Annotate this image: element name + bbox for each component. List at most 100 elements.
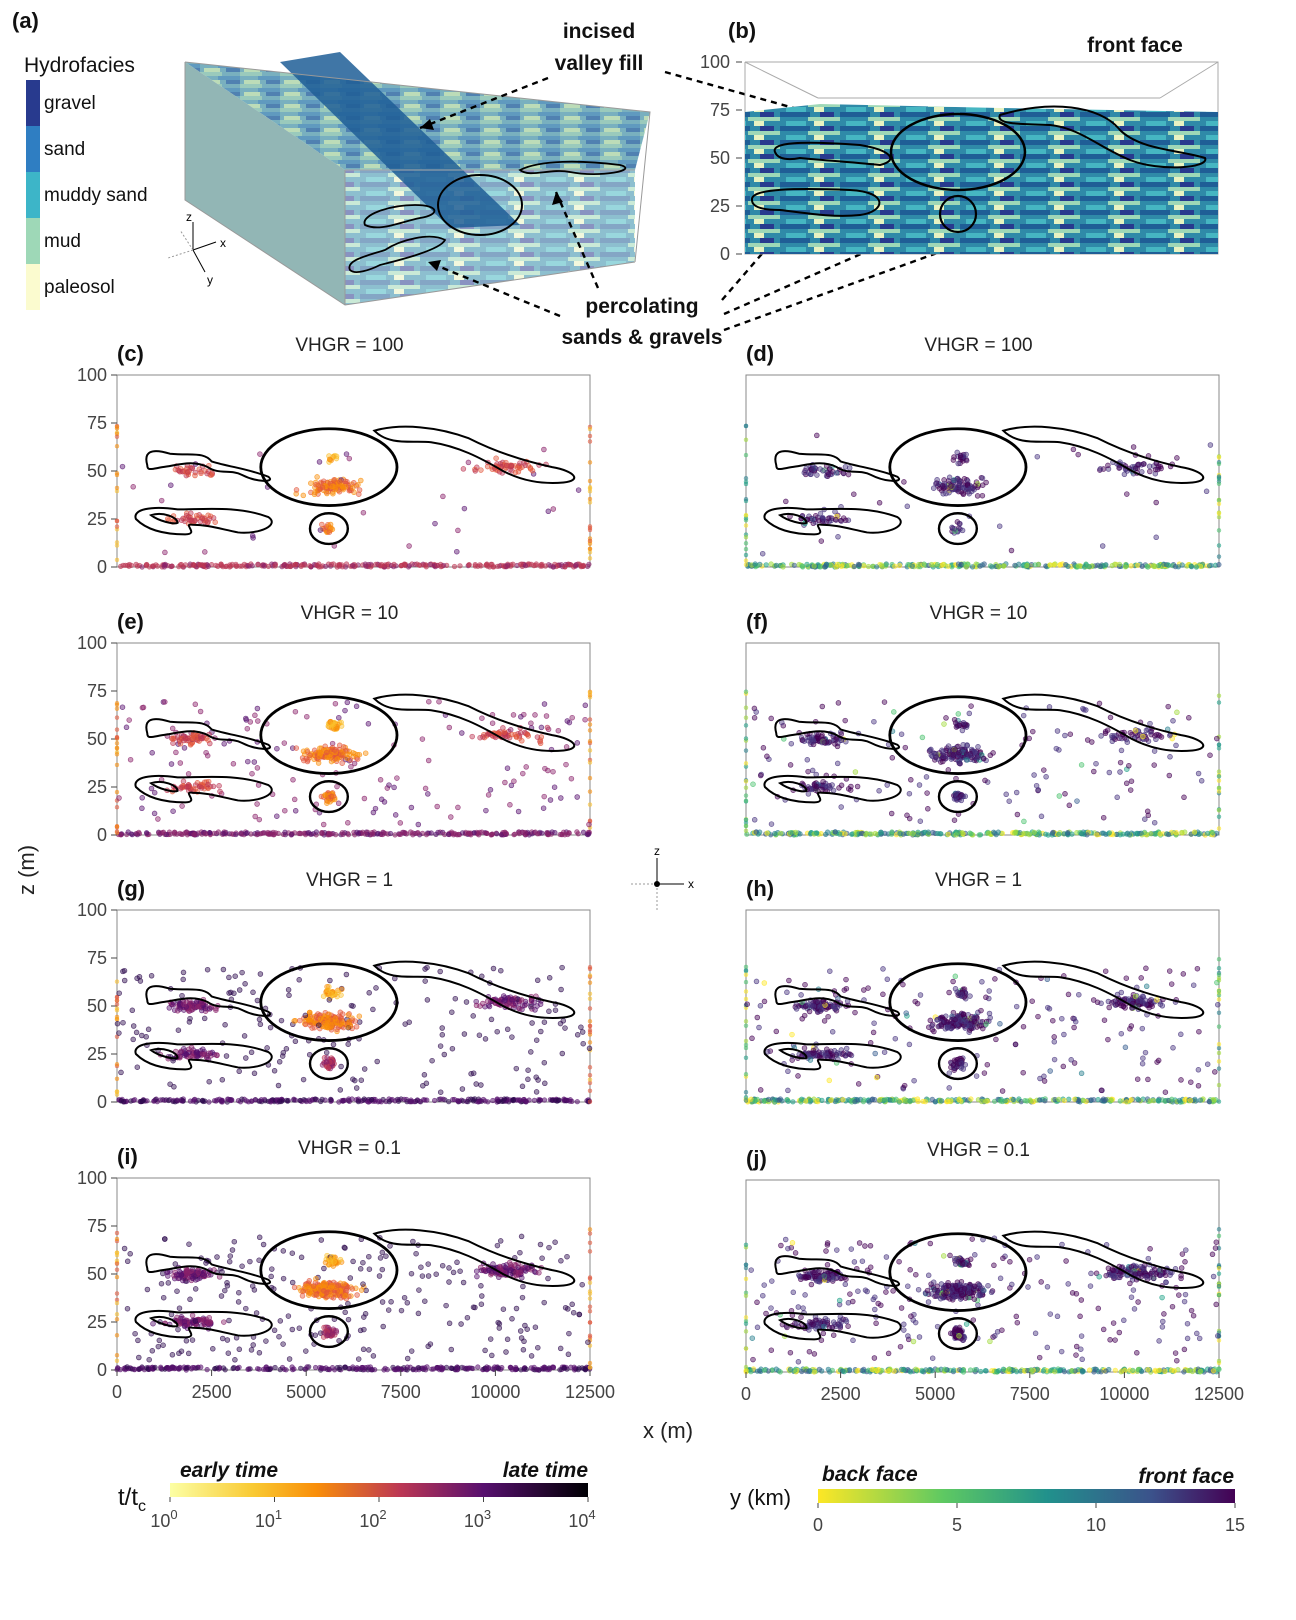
scatter-panel-d: (d) VHGR = 100: [743, 335, 1222, 570]
panel-title-f: VHGR = 10: [930, 603, 1028, 624]
panel-label-b: (b): [728, 18, 756, 43]
xtick-left: 10000: [470, 1382, 520, 1402]
cbar-front-label: front face: [1138, 1465, 1234, 1488]
panel-b-ytick: 50: [710, 148, 730, 168]
hydrofacies-legend: gravel sand muddy sand mud paleosol: [26, 80, 148, 310]
legend-label-paleosol: paleosol: [44, 277, 115, 298]
cbar-y-tick: 5: [952, 1515, 962, 1535]
xtick-left: 2500: [192, 1382, 232, 1402]
scatter-panel-j: (j) VHGR = 0.1: [743, 1140, 1222, 1375]
xtick-left: 5000: [286, 1382, 326, 1402]
scatter-panel-e: (e) VHGR = 10 100 75 50 25 0: [77, 603, 593, 845]
front-face-label: front face: [1087, 34, 1183, 57]
panel-title-i: VHGR = 0.1: [298, 1138, 401, 1159]
scatter-panel-h: (h) VHGR = 1: [743, 870, 1222, 1105]
center-axis-z: z: [654, 844, 660, 858]
ytick-i: 50: [87, 1264, 107, 1284]
xtick-right: 0: [741, 1384, 751, 1404]
scatter-panel-f: (f) VHGR = 10: [743, 603, 1222, 838]
plot-frame-c: [116, 374, 591, 568]
panel-b-ytick: 100: [700, 52, 730, 72]
axis-y-label-a: y: [207, 273, 213, 287]
percolating-label-1: percolating: [585, 295, 698, 318]
cbar-time-ticks: 100 101 102 103 104: [150, 1497, 596, 1531]
plot-frame-d: [745, 374, 1220, 568]
points-c: [114, 423, 593, 570]
cbar-y-tick: 15: [1225, 1515, 1245, 1535]
percolating-label-2: sands & gravels: [561, 326, 722, 349]
cbar-time-title: t/tc: [118, 1484, 146, 1515]
ytick-g: 0: [97, 1092, 107, 1112]
ytick-i: 75: [87, 1216, 107, 1236]
cbar-y-ticks: 0 5 10 15: [813, 1503, 1245, 1535]
ytick-g: 50: [87, 996, 107, 1016]
ytick-i: 0: [97, 1360, 107, 1380]
panel-b-yaxis: 100 75 50 25 0: [700, 52, 742, 264]
panel-label-f: (f): [746, 609, 768, 634]
incised-label-1: incised: [563, 20, 635, 43]
panel-label-g: (g): [117, 876, 145, 901]
panel-b-ytick: 75: [710, 100, 730, 120]
legend-label-gravel: gravel: [44, 93, 96, 114]
ytick-e: 75: [87, 681, 107, 701]
legend-label-muddy-sand: muddy sand: [44, 185, 148, 206]
ytick-e: 50: [87, 729, 107, 749]
legend-swatch-paleosol: [26, 264, 40, 310]
ytick-c: 25: [87, 509, 107, 529]
block-3d-model: [184, 52, 651, 306]
ytick-g: 25: [87, 1044, 107, 1064]
xtick-right: 12500: [1194, 1384, 1244, 1404]
legend-label-sand: sand: [44, 139, 85, 160]
panel-label-h: (h): [746, 876, 774, 901]
panel-title-d: VHGR = 100: [924, 335, 1032, 356]
panel-title-h: VHGR = 1: [935, 870, 1022, 891]
xtick-right: 10000: [1099, 1384, 1149, 1404]
ytick-e: 100: [77, 633, 107, 653]
scatter-panel-g: (g) VHGR = 1 100 75 50 25 0: [77, 870, 593, 1112]
cbar-y-tick: 10: [1086, 1515, 1106, 1535]
xtick-right: 2500: [821, 1384, 861, 1404]
points-e: [114, 689, 593, 838]
ytick-c: 100: [77, 365, 107, 385]
ytick-c: 50: [87, 461, 107, 481]
axis-triad-a: z x y: [167, 210, 226, 287]
panel-b-ytick: 0: [720, 244, 730, 264]
cbar-back-label: back face: [822, 1463, 918, 1486]
cbar-time-tick: 104: [568, 1507, 595, 1531]
points-i: [114, 1227, 593, 1373]
shared-xlabel: x (m): [643, 1418, 693, 1443]
xtick-left: 7500: [381, 1382, 421, 1402]
cbar-time-tick: 100: [150, 1507, 177, 1531]
axis-triad-center: z x: [630, 844, 694, 912]
axis-z-label-a: z: [186, 210, 192, 224]
panel-label-e: (e): [117, 609, 144, 634]
cbar-time-bar: [170, 1483, 588, 1497]
colorbar-time: early time late time t/tc 100 101 102 103 10…: [118, 1459, 596, 1531]
cbar-time-tick: 101: [255, 1507, 282, 1531]
panel-title-g: VHGR = 1: [306, 870, 393, 891]
panel-label-d: (d): [746, 341, 774, 366]
scatter-panel-c: (c) VHGR = 100 100 75 50 25 0: [77, 335, 593, 577]
x-ticks-right: 0 2500 5000 7500 10000 12500: [741, 1372, 1244, 1404]
shared-ylabel: z (m): [14, 845, 39, 895]
panel-title-e: VHGR = 10: [301, 603, 399, 624]
ytick-c: 0: [97, 557, 107, 577]
cbar-time-tick: 102: [359, 1507, 386, 1531]
legend-swatch-gravel: [26, 80, 40, 126]
xtick-left: 0: [112, 1382, 122, 1402]
hydrofacies-legend-title: Hydrofacies: [24, 54, 135, 77]
points-h: [743, 956, 1222, 1105]
cbar-time-tick: 103: [464, 1507, 491, 1531]
ytick-c: 75: [87, 413, 107, 433]
ytick-e: 0: [97, 825, 107, 845]
incised-label-2: valley fill: [555, 52, 644, 75]
legend-swatch-mud: [26, 218, 40, 264]
x-ticks-left: 0 2500 5000 7500 10000 12500: [112, 1370, 615, 1402]
colorbar-y: back face front face y (km) 0 5 10 15: [730, 1463, 1245, 1535]
xtick-right: 7500: [1010, 1384, 1050, 1404]
legend-label-mud: mud: [44, 231, 81, 252]
center-axis-x: x: [688, 877, 694, 891]
scatter-panel-i: (i) VHGR = 0.1 100 75 50 25 0: [77, 1138, 593, 1380]
axis-x-label-a: x: [220, 236, 226, 250]
